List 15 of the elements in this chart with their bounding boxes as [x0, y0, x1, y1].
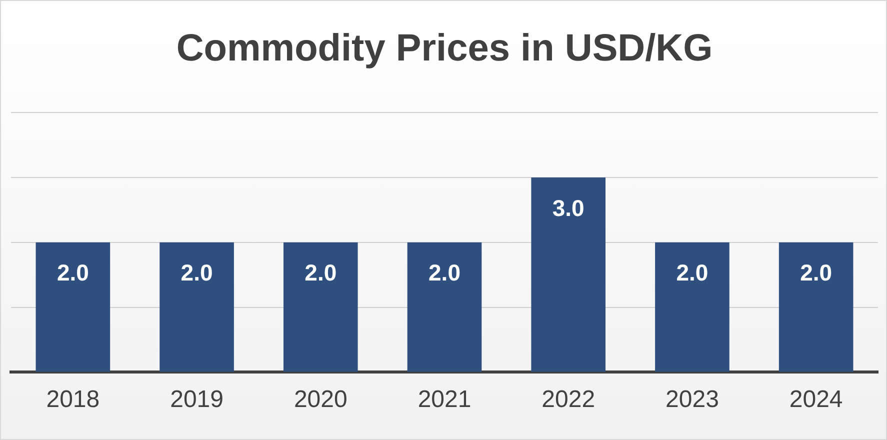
data-label: 2.0 — [56, 260, 89, 286]
x-tick-label: 2020 — [294, 386, 348, 414]
data-label: 3.0 — [552, 194, 584, 221]
x-tick-label: 2019 — [170, 386, 224, 414]
x-tick-label: 2022 — [542, 386, 596, 414]
data-label: 2.0 — [800, 260, 832, 286]
x-tick-label: 2023 — [666, 386, 719, 414]
data-label: 2.0 — [304, 260, 337, 286]
x-tick-label: 2024 — [789, 386, 843, 414]
x-tick-label: 2018 — [46, 386, 100, 414]
chart-title: Commodity Prices in USD/KG — [176, 27, 713, 70]
data-label: 2.0 — [180, 260, 213, 286]
data-label: 2.0 — [428, 260, 460, 286]
data-label: 2.0 — [676, 260, 708, 286]
x-tick-label: 2021 — [418, 386, 472, 414]
